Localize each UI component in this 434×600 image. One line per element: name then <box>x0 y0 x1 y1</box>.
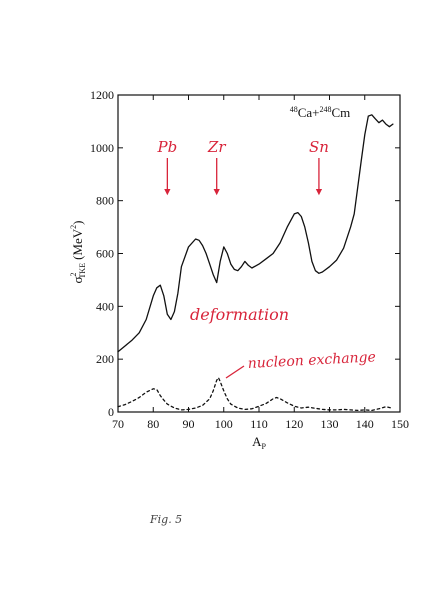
x-tick-label: 110 <box>250 417 268 431</box>
x-axis-ticks: 70 80 90 100 110 120 130 140 150 <box>112 95 409 431</box>
chart-title: 48Ca+248Cm <box>290 105 351 120</box>
y-axis-label: σ2TKE(MeV2) <box>69 221 87 284</box>
x-axis-label-main: A <box>252 434 262 449</box>
annotation-deformation: deformation <box>190 305 289 324</box>
y-tick-label: 1000 <box>90 141 114 155</box>
y-axis-label-sub: TKE <box>78 263 87 279</box>
arrow-label-pb: Pb <box>156 138 177 156</box>
title-mass2: 248 <box>319 105 331 114</box>
y-tick-label: 800 <box>96 194 114 208</box>
x-tick-label: 80 <box>147 417 159 431</box>
series-line-deformation <box>117 114 394 353</box>
annotation-nucleon-exchange: nucleon exchange <box>247 349 376 372</box>
y-tick-label: 1200 <box>90 88 114 102</box>
x-tick-label: 130 <box>321 417 339 431</box>
y-tick-label: 400 <box>96 299 114 313</box>
x-tick-label: 70 <box>112 417 124 431</box>
y-axis-label-unit-close: ) <box>70 221 85 225</box>
y-axis-label-unit-sup: 2 <box>69 225 78 229</box>
y-tick-label: 200 <box>96 352 114 366</box>
y-tick-label: 0 <box>108 405 114 419</box>
series-line-nucleon-exchange <box>117 377 394 412</box>
series-layer <box>117 114 394 412</box>
arrow-label-sn: Sn <box>309 138 329 156</box>
title-mass1: 48 <box>290 105 298 114</box>
y-axis-label-sup: 2 <box>69 272 78 276</box>
x-tick-label: 100 <box>215 417 233 431</box>
x-tick-label: 150 <box>391 417 409 431</box>
annotation-pointer-line <box>225 365 245 379</box>
x-tick-label: 140 <box>356 417 374 431</box>
x-tick-label: 90 <box>183 417 195 431</box>
y-axis-label-unit: (MeV <box>70 228 85 260</box>
arrow-label-zr: Zr <box>207 138 226 156</box>
x-axis-label-sub: P <box>261 442 266 451</box>
title-element2: Cm <box>331 105 350 120</box>
element-arrows: Pb Zr Sn <box>156 138 329 196</box>
figure-label: Fig. 5 <box>149 513 182 526</box>
y-tick-label: 600 <box>96 247 114 261</box>
y-axis-ticks: 0 200 400 600 800 1000 1200 <box>90 88 400 419</box>
x-tick-label: 120 <box>285 417 303 431</box>
x-axis-label: AP <box>252 434 266 451</box>
title-element1: Ca+ <box>298 105 320 120</box>
y-axis-label-sigma: σ <box>70 276 85 283</box>
